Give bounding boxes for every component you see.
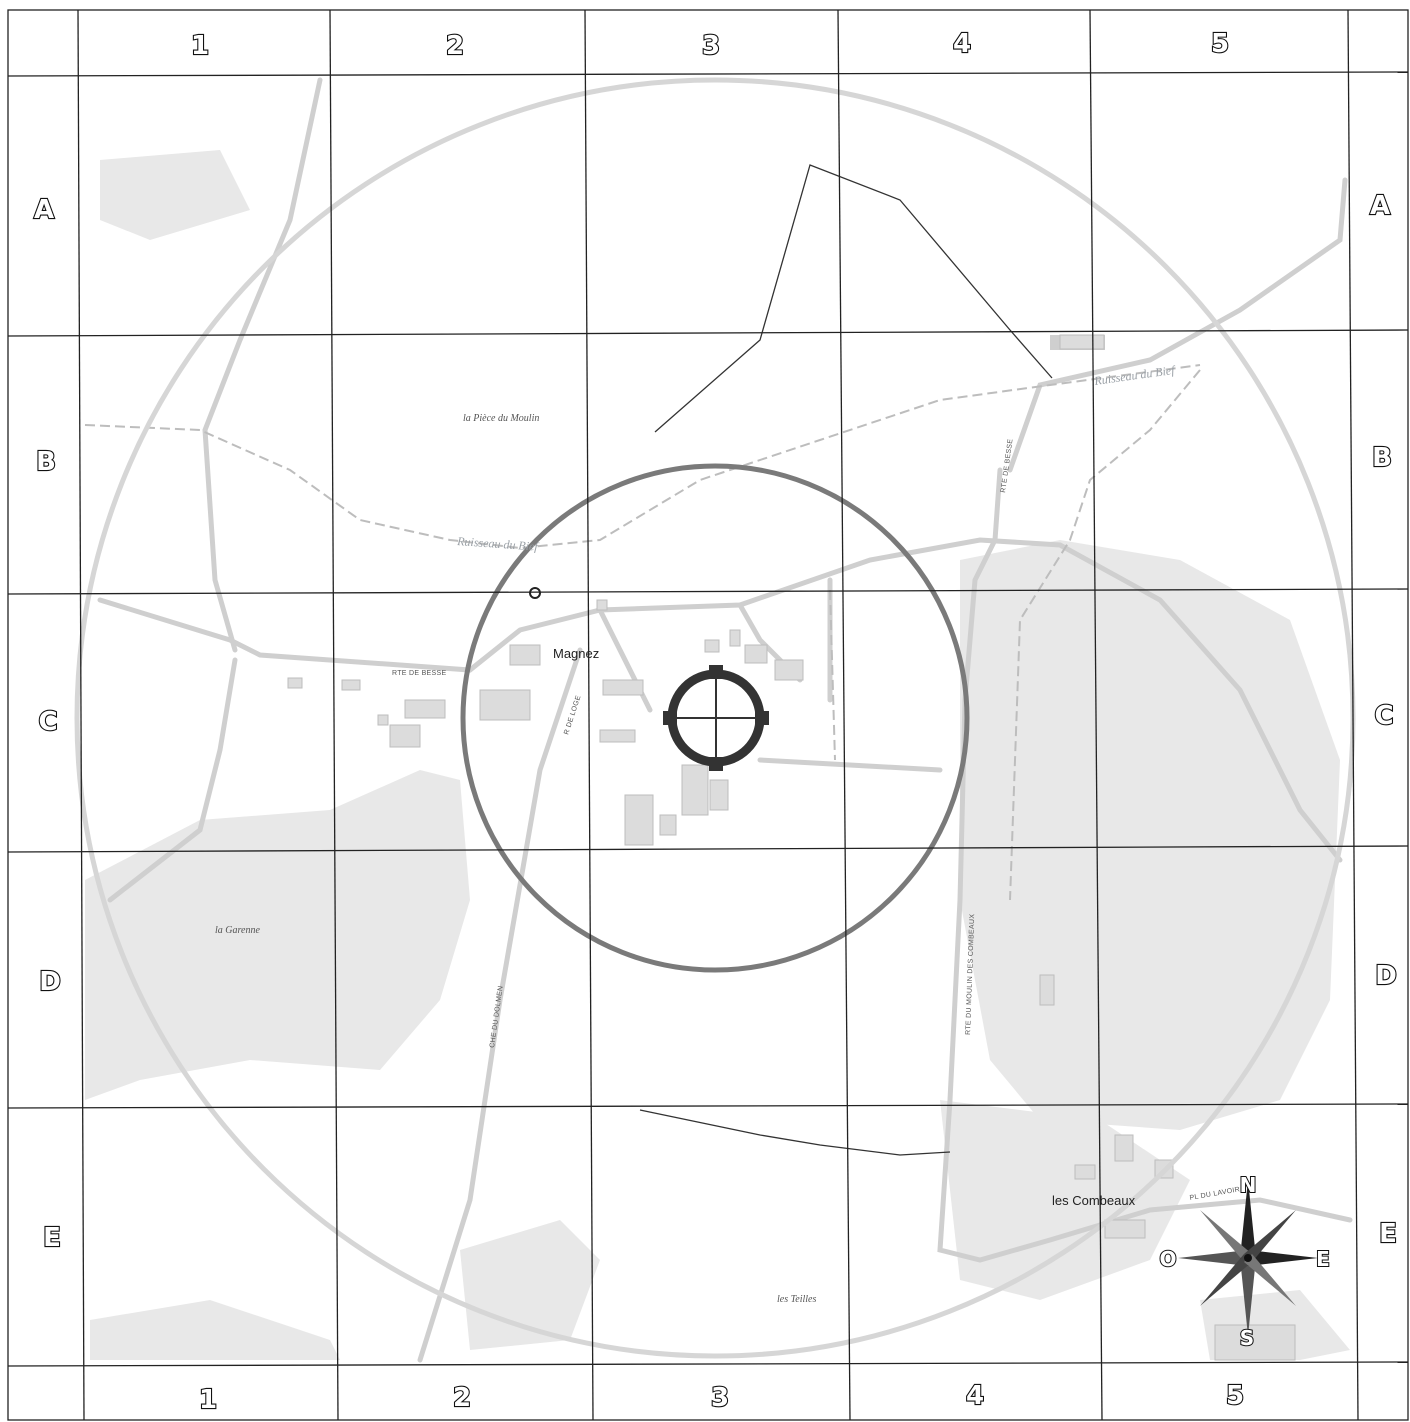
vegetation-areas — [85, 150, 1350, 1360]
place-magnez: Magnez — [553, 646, 599, 661]
road-label-pl-du-lavoir: PL DU LAVOIR — [1189, 1186, 1241, 1202]
col-header-5-top: 5 — [1211, 29, 1229, 59]
road-label-r-de-loge: R DE LOGE — [563, 695, 582, 736]
column-headers-top: 1 2 3 4 5 — [190, 28, 1230, 62]
place-piece-du-moulin: la Pièce du Moulin — [463, 413, 539, 424]
row-header-d-right: D — [1375, 961, 1397, 991]
point-marker-icon — [529, 587, 541, 599]
compass-north-label: N — [1240, 1173, 1257, 1197]
boundary-lines — [639, 164, 1053, 1156]
column-headers-bottom: 1 2 3 4 5 — [198, 1380, 1245, 1416]
road-label-rte-moulin-combeaux: RTE DU MOULIN DES COMBEAUX — [965, 914, 976, 1035]
col-header-1-top: 1 — [191, 31, 209, 61]
col-header-2-bottom: 2 — [453, 1383, 471, 1413]
compass-west-label: O — [1159, 1247, 1176, 1271]
roads — [97, 77, 1353, 1363]
col-header-4-top: 4 — [953, 29, 971, 59]
stream-label-east: Ruisseau du Bief — [1092, 363, 1176, 388]
row-header-c-right: C — [1374, 701, 1393, 731]
row-headers-right: A B C D E — [1369, 190, 1398, 1250]
compass-rose-icon — [1178, 1180, 1318, 1336]
row-header-e-right: E — [1379, 1219, 1397, 1249]
place-garenne: la Garenne — [215, 925, 260, 936]
compass-south-label: S — [1240, 1326, 1254, 1350]
road-label-che-du-dolmen: CHE DU DOLMEN — [489, 985, 505, 1048]
place-combeaux: les Combeaux — [1052, 1193, 1136, 1208]
row-header-a-right: A — [1370, 191, 1390, 221]
col-header-2-top: 2 — [446, 31, 464, 61]
stream-label-west: Ruisseau du Bief — [456, 534, 540, 554]
col-header-5-bottom: 5 — [1226, 1381, 1244, 1411]
col-header-4-bottom: 4 — [966, 1381, 984, 1411]
compass-east-label: E — [1316, 1247, 1330, 1271]
inner-radius-circle — [460, 463, 970, 973]
place-teilles: les Teilles — [777, 1294, 816, 1305]
col-header-1-bottom: 1 — [199, 1385, 217, 1415]
row-header-b-left: B — [36, 447, 56, 477]
col-header-3-bottom: 3 — [711, 1383, 729, 1413]
col-header-3-top: 3 — [702, 31, 720, 61]
row-header-b-right: B — [1372, 443, 1392, 473]
road-label-rte-de-besse-west: RTE DE BESSE — [392, 670, 446, 677]
row-header-e-left: E — [43, 1223, 61, 1253]
grid-lines — [7, 9, 1409, 1421]
row-headers-left: A B C D E — [33, 194, 62, 1254]
row-header-c-left: C — [38, 707, 57, 737]
streams — [84, 364, 1201, 901]
target-reticle-icon — [663, 665, 769, 771]
row-header-a-left: A — [34, 195, 54, 225]
buildings — [287, 334, 1296, 1361]
row-header-d-left: D — [39, 967, 61, 997]
